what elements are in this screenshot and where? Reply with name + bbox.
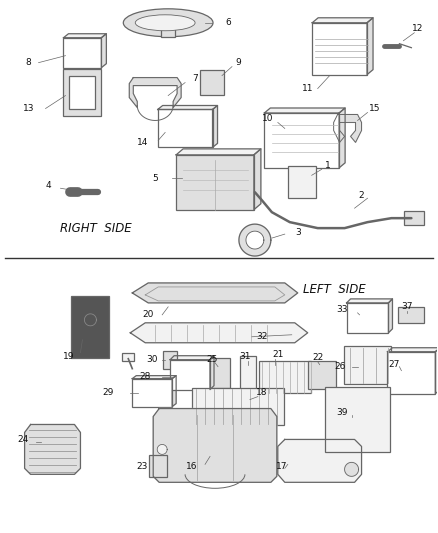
Polygon shape	[246, 231, 264, 249]
Bar	[240, 356, 256, 390]
Text: 33: 33	[336, 305, 347, 314]
Text: 19: 19	[63, 352, 74, 361]
Polygon shape	[367, 18, 373, 75]
Bar	[343, 346, 392, 384]
Polygon shape	[172, 376, 176, 407]
Text: 37: 37	[402, 302, 413, 311]
Bar	[149, 455, 167, 478]
Polygon shape	[435, 348, 438, 393]
Polygon shape	[388, 348, 438, 352]
Text: 5: 5	[152, 174, 158, 183]
Polygon shape	[170, 356, 214, 360]
Text: 27: 27	[389, 360, 400, 369]
Bar	[163, 351, 177, 369]
Polygon shape	[334, 115, 361, 142]
Text: 16: 16	[186, 462, 198, 471]
Text: 8: 8	[26, 58, 32, 67]
Bar	[265, 113, 339, 168]
Polygon shape	[278, 439, 361, 482]
Polygon shape	[389, 299, 392, 333]
Bar	[399, 307, 424, 323]
Polygon shape	[339, 108, 345, 168]
Polygon shape	[254, 149, 261, 209]
Polygon shape	[129, 78, 181, 108]
Text: 25: 25	[206, 355, 218, 364]
Bar	[200, 70, 225, 95]
Polygon shape	[157, 445, 167, 455]
Text: 28: 28	[140, 372, 151, 381]
Text: 29: 29	[102, 388, 114, 397]
Bar	[176, 155, 254, 209]
Text: 7: 7	[192, 74, 198, 83]
Bar	[210, 358, 230, 387]
Text: 2: 2	[359, 191, 364, 200]
Text: 9: 9	[235, 58, 241, 67]
Text: 20: 20	[142, 310, 154, 319]
Text: 13: 13	[23, 104, 34, 113]
Text: 14: 14	[137, 138, 148, 147]
Polygon shape	[130, 323, 308, 343]
Bar	[346, 303, 389, 333]
Text: 17: 17	[276, 462, 288, 471]
Polygon shape	[210, 356, 214, 390]
Bar	[388, 352, 435, 393]
Text: 4: 4	[46, 181, 51, 190]
Polygon shape	[132, 283, 298, 303]
Polygon shape	[64, 34, 106, 38]
Bar	[192, 387, 284, 425]
Polygon shape	[132, 376, 176, 378]
Text: 18: 18	[256, 388, 268, 397]
Bar	[404, 211, 424, 225]
Text: 32: 32	[256, 332, 268, 341]
Text: 11: 11	[302, 84, 314, 93]
Ellipse shape	[135, 15, 195, 31]
Polygon shape	[212, 106, 218, 148]
Text: 23: 23	[137, 462, 148, 471]
Bar	[170, 360, 210, 390]
Polygon shape	[25, 424, 81, 474]
Bar	[312, 23, 367, 75]
Bar	[161, 29, 175, 37]
Polygon shape	[153, 409, 277, 482]
Text: 22: 22	[312, 353, 323, 362]
Bar	[132, 378, 172, 407]
Text: 39: 39	[336, 408, 347, 417]
Text: RIGHT  SIDE: RIGHT SIDE	[60, 222, 131, 235]
Text: 12: 12	[412, 25, 423, 33]
Bar	[325, 387, 390, 452]
Text: 3: 3	[295, 228, 300, 237]
Text: 6: 6	[225, 18, 231, 27]
Polygon shape	[239, 224, 271, 256]
Polygon shape	[101, 34, 106, 68]
Text: 24: 24	[17, 435, 28, 444]
Bar	[122, 353, 134, 361]
Bar	[158, 109, 212, 148]
Bar	[288, 166, 316, 198]
Text: 15: 15	[369, 104, 380, 113]
Polygon shape	[312, 18, 373, 23]
Text: 10: 10	[262, 114, 274, 123]
Text: 26: 26	[334, 362, 345, 371]
Bar	[71, 296, 110, 358]
Bar	[64, 69, 101, 117]
Text: 21: 21	[272, 350, 283, 359]
Bar	[70, 76, 95, 109]
Bar	[308, 361, 336, 389]
Polygon shape	[345, 463, 359, 477]
Ellipse shape	[124, 9, 213, 37]
Polygon shape	[158, 106, 218, 109]
Polygon shape	[265, 108, 345, 113]
Text: LEFT  SIDE: LEFT SIDE	[304, 284, 366, 296]
Bar	[259, 361, 311, 393]
Bar	[64, 38, 101, 68]
Text: 30: 30	[146, 355, 158, 364]
Polygon shape	[176, 149, 261, 155]
Text: 1: 1	[325, 161, 331, 170]
Polygon shape	[346, 299, 392, 303]
Text: 31: 31	[239, 352, 251, 361]
